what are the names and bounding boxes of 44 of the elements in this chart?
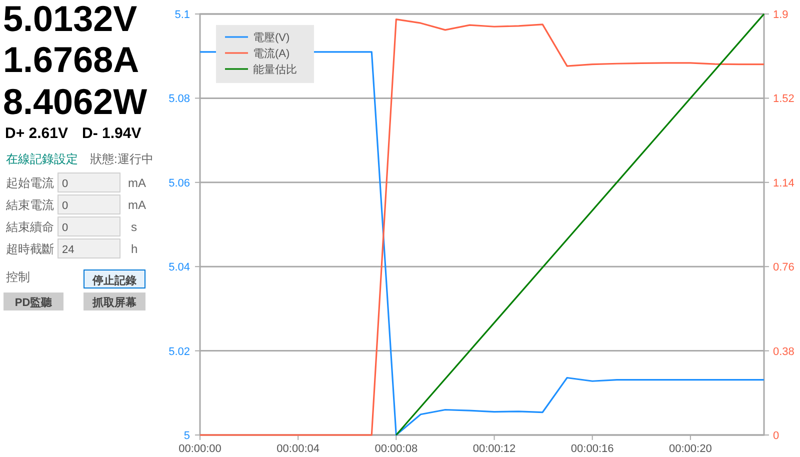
text: 起始電流: [6, 176, 54, 190]
text: 抓取屏幕: [92, 296, 138, 309]
y-tick-label: 5.02: [168, 346, 190, 358]
x-tick-label: 00:00:16: [570, 443, 614, 455]
text: s: [131, 220, 137, 234]
text: 結束續命: [5, 220, 54, 234]
text: mA: [128, 176, 146, 190]
y2-tick-label: 0.76: [773, 262, 794, 274]
text: h: [131, 242, 138, 256]
text: 8.4062W: [3, 81, 148, 122]
y-tick-label: 5.1: [174, 9, 190, 21]
text: D- 1.94V: [82, 125, 142, 142]
legend-label: 電壓(V): [253, 32, 290, 44]
text: 24: [62, 244, 74, 256]
text: D+ 2.61V: [5, 125, 68, 142]
x-tick-label: 00:00:04: [276, 443, 320, 455]
y2-tick-label: 1.9: [773, 9, 788, 21]
y-tick-label: 5: [184, 430, 190, 442]
x-tick-label: 00:00:20: [669, 443, 712, 455]
text: 控制: [6, 270, 30, 284]
y2-tick-label: 0: [773, 430, 780, 442]
text: 超時截斷: [6, 242, 54, 256]
y-tick-label: 5.06: [168, 177, 190, 190]
text: 狀態:運行中: [90, 152, 154, 166]
text: PD監聽: [14, 296, 54, 309]
text: 停止記錄: [92, 274, 136, 287]
x-tick-label: 00:00:00: [178, 443, 222, 455]
text: 結束電流: [5, 198, 54, 212]
text: 0: [62, 200, 68, 212]
y2-tick-label: 1.52: [773, 93, 794, 106]
legend-label: 能量估比: [253, 63, 297, 76]
text: 0: [62, 222, 68, 234]
text: 在線記錄設定: [6, 152, 78, 166]
y2-tick-label: 0.38: [773, 346, 794, 358]
x-tick-label: 00:00:08: [374, 443, 418, 455]
text: 0: [62, 178, 68, 190]
text: 5.0132V: [3, 0, 138, 39]
y-tick-label: 5.08: [168, 93, 190, 106]
y-tick-label: 5.04: [168, 262, 190, 274]
y2-tick-label: 1.14: [773, 177, 794, 190]
text: 1.6768A: [3, 39, 140, 80]
x-tick-label: 00:00:12: [472, 443, 516, 455]
legend-label: 電流(A): [253, 47, 290, 60]
text: mA: [128, 198, 146, 212]
